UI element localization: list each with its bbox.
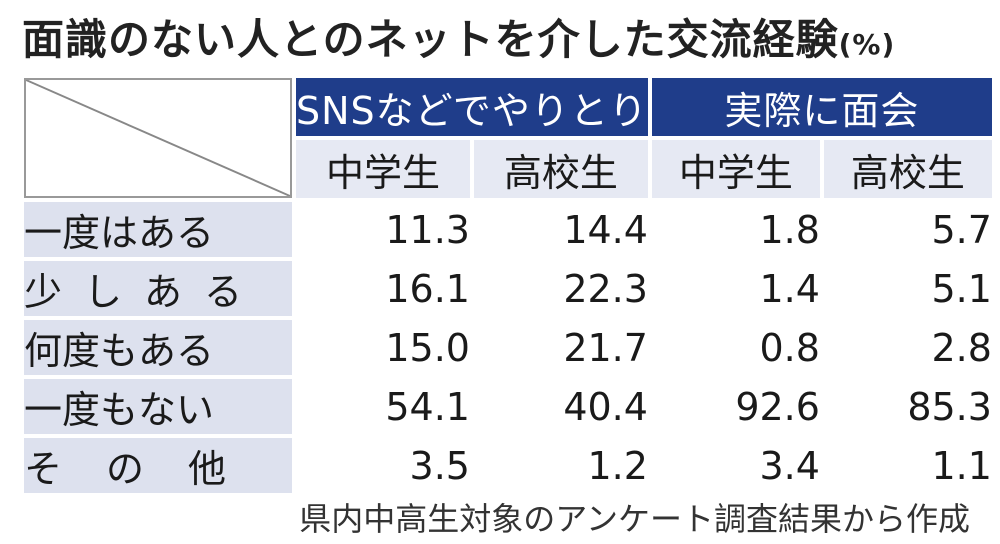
table-cell: 1.2: [473, 438, 648, 493]
source-note: 県内中高生対象のアンケート調査結果から作成: [299, 500, 970, 538]
table-cell: 5.1: [823, 261, 992, 316]
table-row: 一度はある 11.3 14.4 1.8 5.7: [24, 202, 992, 257]
corner-cell: [24, 78, 292, 198]
row-label: 何度もある: [24, 320, 292, 375]
table-cell: 5.7: [823, 202, 992, 257]
table-cell: 11.3: [296, 202, 470, 257]
row-label: その他: [24, 438, 292, 493]
table-cell: 1.4: [651, 261, 820, 316]
chart-title: 面識のない人とのネットを介した交流経験(%): [22, 6, 895, 67]
table-cell: 21.7: [473, 320, 648, 375]
subheader-meeting-senior: 高校生: [823, 140, 992, 198]
table-cell: 3.4: [651, 438, 820, 493]
group-header-meeting: 実際に面会: [651, 78, 992, 136]
unit-label: (%): [838, 28, 896, 61]
table-cell: 3.5: [296, 438, 470, 493]
table-cell: 40.4: [473, 379, 648, 434]
table-row: その他 3.5 1.2 3.4 1.1: [24, 438, 992, 493]
row-label: 少しある: [24, 261, 292, 316]
table-row: 少しある 16.1 22.3 1.4 5.1: [24, 261, 992, 316]
table-cell: 54.1: [296, 379, 470, 434]
table-cell: 1.1: [823, 438, 992, 493]
table-cell: 15.0: [296, 320, 470, 375]
data-table: SNSなどでやりとり 実際に面会 中学生 高校生 中学生 高校生 一度はある 1…: [20, 74, 996, 497]
diagonal-line: [26, 80, 290, 196]
row-label: 一度はある: [24, 202, 292, 257]
table-cell: 1.8: [651, 202, 820, 257]
table-cell: 16.1: [296, 261, 470, 316]
subheader-meeting-junior: 中学生: [651, 140, 820, 198]
table-cell: 92.6: [651, 379, 820, 434]
subheader-sns-junior: 中学生: [296, 140, 470, 198]
row-label: 一度もない: [24, 379, 292, 434]
table-cell: 0.8: [651, 320, 820, 375]
subheader-sns-senior: 高校生: [473, 140, 648, 198]
group-header-sns: SNSなどでやりとり: [296, 78, 648, 136]
table-row: 一度もない 54.1 40.4 92.6 85.3: [24, 379, 992, 434]
table-row: 何度もある 15.0 21.7 0.8 2.8: [24, 320, 992, 375]
table-cell: 2.8: [823, 320, 992, 375]
table-cell: 14.4: [473, 202, 648, 257]
title-text: 面識のない人とのネットを介した交流経験: [22, 15, 839, 64]
table-cell: 22.3: [473, 261, 648, 316]
table-cell: 85.3: [823, 379, 992, 434]
